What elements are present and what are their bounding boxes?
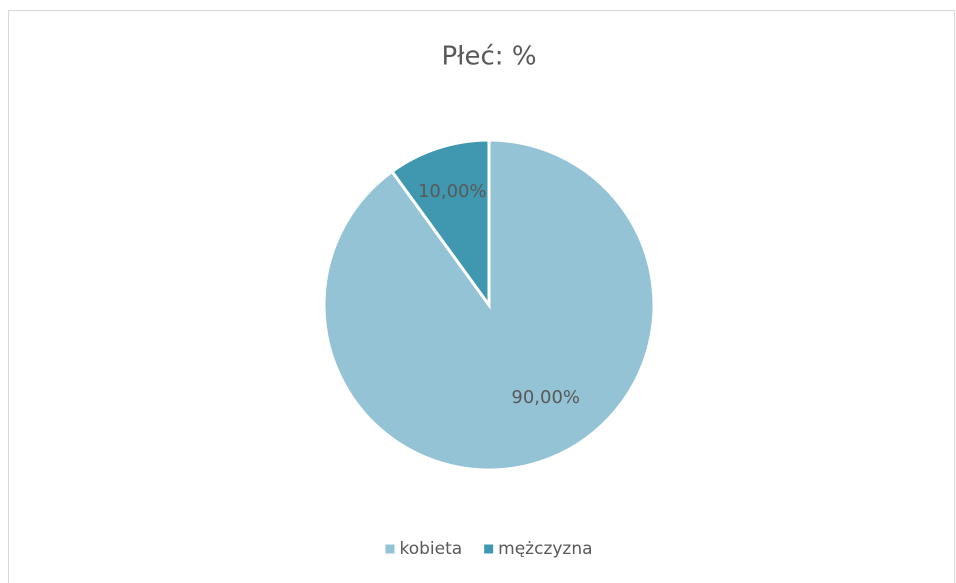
pie-slice	[389, 138, 491, 310]
legend-marker	[484, 544, 494, 554]
legend-label: mężczyzna	[498, 539, 592, 559]
legend-marker	[385, 544, 395, 554]
data-label: 90,00%	[511, 387, 580, 408]
chart-title: Płeć: %	[441, 42, 536, 72]
legend-label: kobieta	[399, 539, 462, 559]
data-label: 10,00%	[418, 181, 487, 202]
